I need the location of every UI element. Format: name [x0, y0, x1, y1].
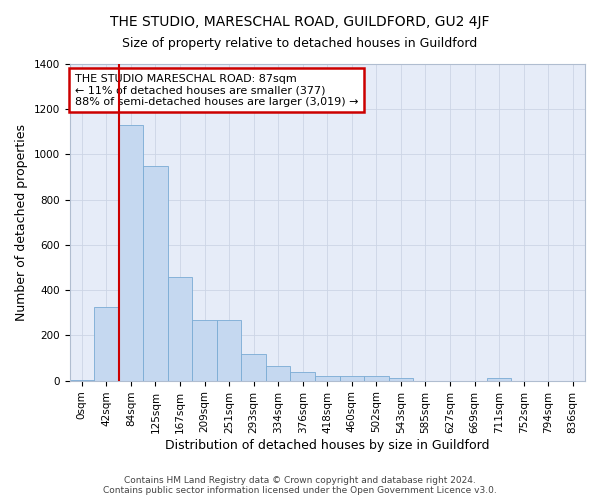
Bar: [315, 376, 340, 380]
Bar: [290, 372, 315, 380]
Text: THE STUDIO MARESCHAL ROAD: 87sqm
← 11% of detached houses are smaller (377)
88% : THE STUDIO MARESCHAL ROAD: 87sqm ← 11% o…: [74, 74, 358, 106]
Bar: [241, 354, 266, 380]
Text: Contains HM Land Registry data © Crown copyright and database right 2024.
Contai: Contains HM Land Registry data © Crown c…: [103, 476, 497, 495]
Bar: [143, 166, 168, 380]
Bar: [192, 320, 217, 380]
Bar: [487, 378, 511, 380]
Bar: [340, 376, 364, 380]
Text: THE STUDIO, MARESCHAL ROAD, GUILDFORD, GU2 4JF: THE STUDIO, MARESCHAL ROAD, GUILDFORD, G…: [110, 15, 490, 29]
Bar: [364, 376, 389, 380]
Y-axis label: Number of detached properties: Number of detached properties: [15, 124, 28, 321]
Bar: [389, 378, 413, 380]
Bar: [94, 307, 119, 380]
Text: Size of property relative to detached houses in Guildford: Size of property relative to detached ho…: [122, 38, 478, 51]
Bar: [217, 320, 241, 380]
X-axis label: Distribution of detached houses by size in Guildford: Distribution of detached houses by size …: [165, 440, 490, 452]
Bar: [119, 125, 143, 380]
Bar: [266, 366, 290, 380]
Bar: [168, 276, 192, 380]
